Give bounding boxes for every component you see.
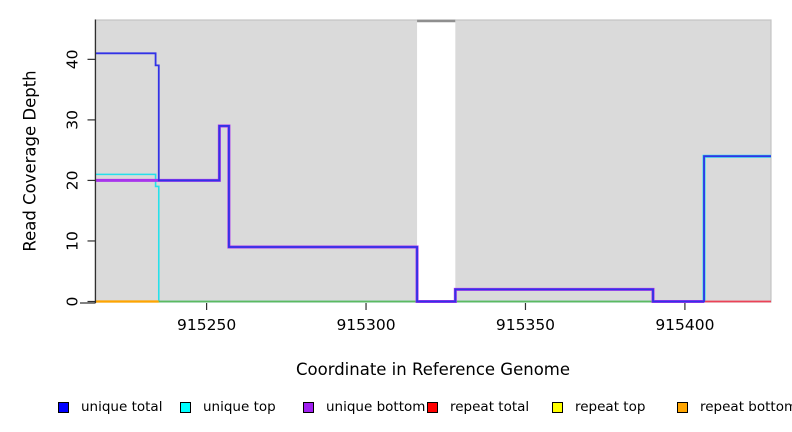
y-tick-label: 40 bbox=[64, 49, 82, 69]
x-tick-label: 915350 bbox=[496, 316, 555, 334]
y-tick-label: 10 bbox=[64, 231, 82, 251]
x-axis-title: Coordinate in Reference Genome bbox=[295, 360, 571, 379]
y-tick-label: 30 bbox=[64, 110, 82, 130]
gap-region bbox=[417, 20, 456, 302]
x-tick-label: 915300 bbox=[336, 316, 395, 334]
y-tick-label: 0 bbox=[64, 297, 82, 307]
x-tick-label: 915250 bbox=[177, 316, 236, 334]
x-tick-label: 915400 bbox=[655, 316, 714, 334]
series-line-unique-total bbox=[95, 52, 771, 303]
y-axis-title: Read Coverage Depth bbox=[20, 70, 40, 252]
y-tick-label: 20 bbox=[64, 171, 82, 191]
